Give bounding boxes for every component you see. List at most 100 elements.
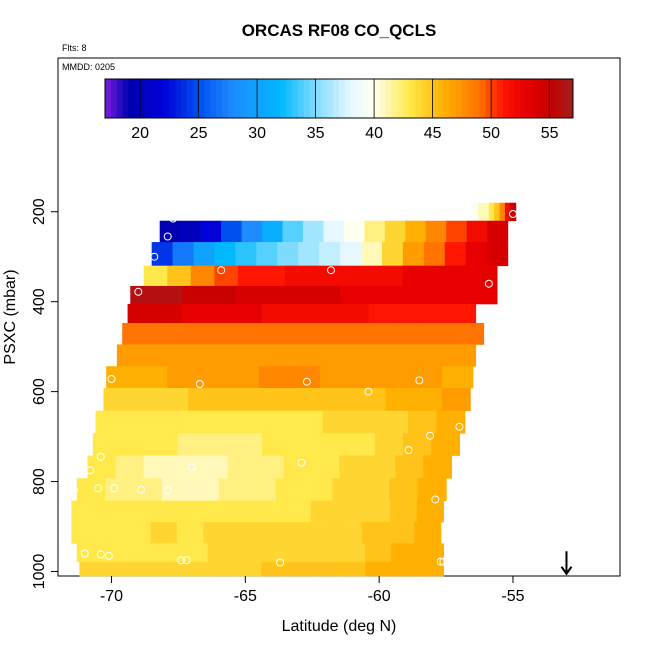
heatmap-cell xyxy=(444,285,472,305)
heatmap-cell xyxy=(261,265,286,287)
heatmap-cell xyxy=(326,344,357,367)
sample-point xyxy=(297,458,306,467)
heatmap-cell xyxy=(199,455,229,479)
colorbar-swatch xyxy=(151,79,159,118)
heatmap-cell xyxy=(167,265,192,287)
colorbar-swatch xyxy=(555,79,562,118)
colorbar-swatch xyxy=(438,79,445,118)
colorbar-swatch xyxy=(479,79,486,118)
heatmap-cell xyxy=(157,561,184,577)
heatmap-cell xyxy=(255,455,285,479)
heatmap-cell xyxy=(436,410,466,434)
colorbar-swatch xyxy=(321,79,328,118)
colorbar-swatch xyxy=(491,79,498,118)
heatmap-cell xyxy=(159,388,189,412)
heatmap-cell xyxy=(103,388,133,412)
heatmap-cell xyxy=(102,543,130,563)
heatmap-cell xyxy=(76,478,106,502)
heatmap-cell xyxy=(277,242,299,267)
heatmap-cell xyxy=(237,410,267,434)
heatmap-cell xyxy=(470,285,498,305)
heatmap-cell xyxy=(384,220,406,243)
colorbar-swatch xyxy=(508,79,515,118)
sample-point xyxy=(163,232,172,241)
heatmap-cell xyxy=(365,561,392,577)
colorbar-swatch xyxy=(245,79,252,118)
heatmap-cell xyxy=(197,366,229,389)
colorbar-swatch xyxy=(467,79,475,118)
y-tick-label: 200 xyxy=(31,198,48,225)
heatmap-cell xyxy=(257,500,285,523)
heatmap-cell xyxy=(339,561,366,577)
heatmap-cell xyxy=(314,303,343,324)
sample-point xyxy=(426,431,434,440)
sample-point xyxy=(431,495,440,504)
heatmap-cell xyxy=(421,303,450,324)
heatmap-cell xyxy=(414,522,442,544)
heatmap-cell xyxy=(283,500,312,523)
sample-point xyxy=(195,380,204,388)
heatmap-cell xyxy=(287,561,314,577)
heatmap-cell xyxy=(190,265,215,287)
heatmap-cell xyxy=(214,265,239,287)
heatmap-cell xyxy=(335,522,363,544)
heatmap-cell xyxy=(423,242,446,267)
heatmap-cell xyxy=(182,323,214,345)
heatmap-cell xyxy=(180,410,210,434)
heatmap-cell xyxy=(411,366,443,389)
sample-point xyxy=(490,366,499,374)
heatmap-cell xyxy=(212,323,244,345)
heatmap-cell xyxy=(229,522,257,544)
heatmap-cell xyxy=(466,220,488,243)
heatmap-cell xyxy=(266,344,297,367)
chart-title: ORCAS RF08 CO_QCLS xyxy=(242,21,437,40)
colorbar: 20 25 30 35 40 45 50 55 xyxy=(104,78,574,142)
heatmap-cell xyxy=(312,543,340,563)
heatmap-cell xyxy=(205,433,235,456)
heatmap-cell xyxy=(300,388,330,412)
heatmap-cell xyxy=(504,202,511,222)
heatmap-cell xyxy=(190,478,220,502)
colorbar-swatch xyxy=(222,79,229,118)
heatmap-cell xyxy=(105,478,135,502)
heatmap-cell xyxy=(361,242,383,267)
heatmap-cell xyxy=(155,543,183,563)
sample-point xyxy=(104,551,113,560)
colorbar-swatch xyxy=(181,79,188,118)
heatmap-cell xyxy=(494,202,501,222)
colorbar-swatch xyxy=(344,79,352,118)
heatmap-cell xyxy=(124,500,152,523)
heatmap-cell xyxy=(448,303,477,324)
heatmap-cell xyxy=(116,344,148,367)
colorbar-swatch xyxy=(157,79,164,118)
heatmap-cell xyxy=(425,220,447,243)
sample-point xyxy=(182,556,191,565)
heatmap-cell xyxy=(261,303,289,324)
sample-point xyxy=(302,377,311,386)
heatmap-cell xyxy=(332,478,362,502)
sample-point xyxy=(163,486,172,495)
colorbar-tick-label: 30 xyxy=(248,125,266,142)
colorbar-swatch xyxy=(496,79,504,118)
colorbar-swatch xyxy=(561,79,568,118)
heatmap-cell xyxy=(355,265,380,287)
heatmap-cell xyxy=(302,323,334,345)
heatmap-cell xyxy=(218,478,248,502)
heatmap-cell xyxy=(167,366,199,389)
y-tick-label: 1000 xyxy=(31,554,48,590)
heatmap-cell xyxy=(188,388,217,412)
heatmap-cell xyxy=(154,303,182,324)
colorbar-swatch xyxy=(280,79,287,118)
colorbar-swatch xyxy=(356,79,363,118)
heatmap-cell xyxy=(235,561,262,577)
heatmap-cell xyxy=(208,285,236,305)
heatmap-cell xyxy=(122,323,153,345)
colorbar-swatch xyxy=(461,79,469,118)
heatmap-cell xyxy=(161,478,191,502)
heatmap-cell xyxy=(363,500,391,523)
sample-point xyxy=(276,558,285,567)
sample-point xyxy=(404,446,413,455)
heatmap-cell xyxy=(416,500,444,523)
heatmap-cell xyxy=(441,388,471,412)
